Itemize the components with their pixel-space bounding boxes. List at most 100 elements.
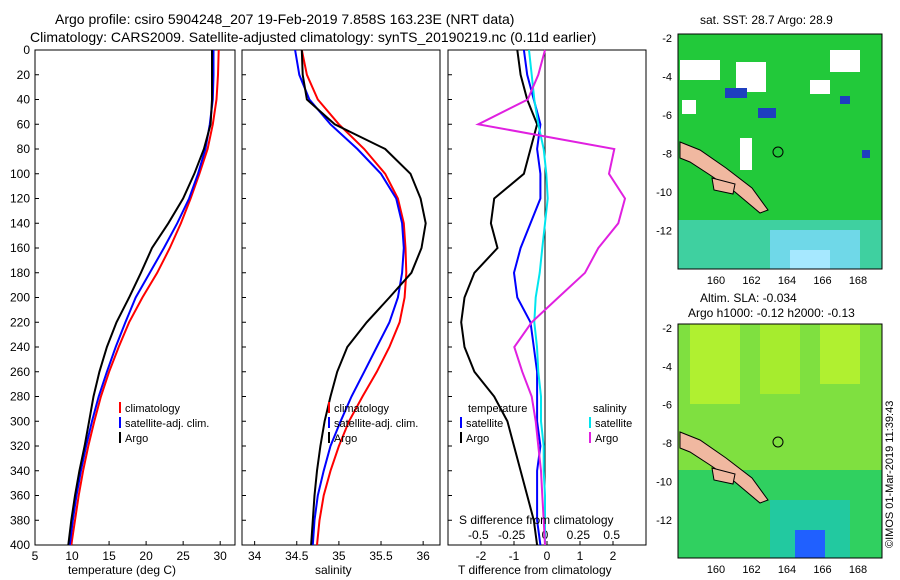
salinity-x-label: salinity [315, 563, 352, 577]
salinity-lines [294, 49, 427, 546]
legend-argo-label: Argo [125, 433, 148, 445]
solomon-islands-land [679, 141, 769, 214]
depth-tick-label: 140 [10, 216, 30, 230]
series-line-salinity-satellite [528, 49, 549, 545]
argo-location-marker [772, 146, 784, 158]
map-lat-tick-label: -2 [662, 33, 672, 45]
temperature-lines [67, 49, 220, 546]
difference-x-axis: -2 -1 0 1 2 [476, 541, 617, 563]
legend-climatology-label: climatology [334, 403, 390, 415]
salinity-x-tick-label: 35 [332, 549, 346, 563]
temperature-legend: climatology satellite-adj. clim. Argo [119, 402, 209, 445]
map-lat-tick-label: -8 [662, 149, 672, 161]
salinity-difference-tick-label: -0.5 [468, 528, 489, 542]
legend-s-satellite-label: satellite [595, 418, 632, 430]
imos-credit: ©IMOS 01-Mar-2019 11:39:43 [884, 401, 896, 548]
sst-cold-pixel [725, 88, 747, 98]
depth-tick-label: 160 [10, 241, 30, 255]
map-lon-tick-label: 164 [778, 564, 796, 576]
map-lat-tick-label: -12 [656, 515, 672, 527]
temperature-x-tick-label: 25 [176, 549, 190, 563]
map-lat-tick-label: -12 [656, 226, 672, 238]
depth-tick-label: 360 [10, 489, 30, 503]
sst-cloud-gap [830, 50, 860, 72]
salinity-x-tick-label: 35.5 [369, 549, 393, 563]
sst-map-title: sat. SST: 28.7 Argo: 28.9 [700, 13, 833, 27]
series-line-climatology [300, 49, 408, 546]
sla-low-core [795, 530, 825, 558]
title-line-1: Argo profile: csiro 5904248_207 19-Feb-2… [55, 11, 514, 27]
map-lat-tick-label: -6 [662, 110, 672, 122]
difference-x-tick-label: 2 [610, 549, 617, 563]
salinity-difference-tick-label: 0.5 [603, 528, 620, 542]
map-lat-tick-label: -10 [656, 187, 672, 199]
depth-tick-label: 400 [10, 538, 30, 552]
depth-tick-label: 280 [10, 390, 30, 404]
difference-x-tick-label: -2 [476, 549, 487, 563]
legend-satellite-label: satellite-adj. clim. [125, 418, 209, 430]
legend-climatology-label: climatology [125, 403, 181, 415]
island-land [711, 177, 736, 195]
island-land [711, 467, 736, 485]
sla-map-title-1: Altim. SLA: -0.034 [700, 291, 797, 305]
sst-map-axes: -2 -4 -6 -8 -10 -12 160 162 164 166 168 [656, 33, 867, 287]
legend-satellite-label: satellite-adj. clim. [334, 418, 418, 430]
salinity-difference-tick-label: 0.25 [567, 528, 591, 542]
depth-tick-label: 260 [10, 365, 30, 379]
map-lat-tick-label: -4 [662, 361, 672, 373]
depth-tick-label: 300 [10, 414, 30, 428]
depth-tick-label: 380 [10, 513, 30, 527]
sst-cloud-gap [740, 138, 752, 170]
legend-argo-label: Argo [334, 433, 357, 445]
salinity-legend: climatology satellite-adj. clim. Argo [328, 402, 418, 445]
depth-tick-label: 220 [10, 315, 30, 329]
sla-high-band [690, 324, 740, 404]
depth-tick-label: 40 [17, 93, 31, 107]
depth-tick-label: 180 [10, 266, 30, 280]
sst-cloud-gap [810, 80, 830, 94]
sst-cold-pixel [758, 108, 776, 118]
depth-axis: 0 20 40 60 80 100 120 140 160 180 200 220 240 260 280 3… [10, 43, 452, 552]
difference-x-tick-label: -1 [509, 549, 520, 563]
map-lat-tick-label: -2 [662, 323, 672, 335]
difference-x-tick-label: 0 [544, 549, 551, 563]
map-lon-tick-label: 168 [849, 564, 867, 576]
depth-tick-label: 340 [10, 464, 30, 478]
legend-t-satellite-label: satellite [466, 418, 503, 430]
map-lat-tick-label: -6 [662, 400, 672, 412]
temperature-x-tick-label: 5 [32, 549, 39, 563]
series-line-argo [300, 49, 427, 546]
series-line-climatology [70, 49, 220, 546]
sst-cloud-gap [680, 60, 720, 80]
temperature-x-tick-label: 15 [102, 549, 116, 563]
sla-high-band [760, 324, 800, 394]
series-line-argo [67, 50, 213, 546]
difference-legend: temperature salinity satellite Argo sate… [460, 403, 632, 445]
sst-map [677, 33, 883, 270]
depth-tick-label: 320 [10, 439, 30, 453]
sla-high-band [820, 324, 860, 384]
salinity-x-tick-label: 34 [248, 549, 262, 563]
depth-tick-label: 200 [10, 291, 30, 305]
salinity-difference-x-axis: -0.5-0.2500.250.5 [468, 528, 620, 542]
map-lon-tick-label: 168 [849, 275, 867, 287]
sla-map [677, 323, 883, 559]
difference-x-label: T difference from climatology [458, 563, 612, 577]
map-lat-tick-label: -10 [656, 476, 672, 488]
map-lon-tick-label: 162 [742, 564, 760, 576]
sla-map-axes: -2 -4 -6 -8 -10 -12 160 162 164 166 168 [656, 323, 867, 576]
depth-tick-label: 0 [23, 43, 30, 57]
sst-cold-pixel [862, 150, 870, 158]
sla-map-frame [677, 323, 883, 559]
salinity-difference-tick-label: -0.25 [498, 528, 526, 542]
depth-tick-label: 20 [17, 68, 31, 82]
salinity-x-tick-label: 36 [416, 549, 430, 563]
legend-temperature-heading: temperature [468, 403, 527, 415]
temperature-x-label: temperature (deg C) [68, 563, 176, 577]
depth-tick-label: 120 [10, 192, 30, 206]
title-line-2: Climatology: CARS2009. Satellite-adjuste… [30, 29, 596, 45]
series-line-temperature-argo [460, 49, 539, 546]
solomon-islands-land [679, 431, 769, 504]
sst-cloud-gap [736, 62, 766, 92]
map-lon-tick-label: 164 [778, 275, 796, 287]
